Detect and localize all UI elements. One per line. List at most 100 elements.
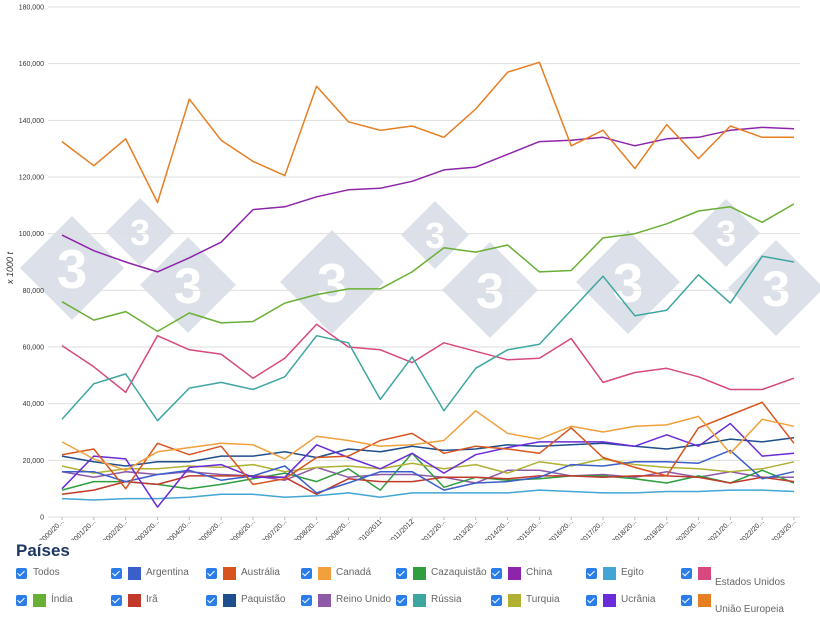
- legend-item[interactable]: Austrália: [206, 567, 280, 583]
- svg-text:3: 3: [762, 260, 790, 317]
- x-tick-label: 2000/20...: [38, 518, 65, 540]
- legend-label: Rússia: [431, 594, 462, 605]
- legend-checkbox[interactable]: [16, 595, 27, 606]
- legend-checkbox[interactable]: [396, 568, 407, 579]
- line-chart: 333 333 333 0 20,000 40,000 60,000 80,000 100,0…: [5, 5, 820, 540]
- legend-swatch: [128, 594, 141, 607]
- legend-checkbox[interactable]: [586, 595, 597, 606]
- legend-checkbox[interactable]: [681, 595, 692, 606]
- legend-item[interactable]: Índia: [16, 594, 73, 610]
- legend-checkbox[interactable]: [111, 568, 122, 579]
- x-tick-label: 2001/20...: [70, 518, 97, 540]
- gridlines: [48, 6, 800, 518]
- legend-swatch: [603, 567, 616, 580]
- x-axis-ticks: 2000/20... 2001/20... 2002/20... 2003/20...…: [38, 517, 797, 540]
- legend-checkbox[interactable]: [301, 595, 312, 606]
- series-line: [61, 422, 795, 508]
- svg-text:3: 3: [174, 257, 202, 314]
- legend-swatch: [698, 567, 711, 580]
- series-lines: [61, 61, 795, 508]
- legend-label: Canadá: [336, 567, 372, 578]
- watermark-logo: 3: [280, 230, 384, 334]
- legend-item[interactable]: Turquia: [491, 594, 560, 610]
- legend-checkbox[interactable]: [491, 595, 502, 606]
- series-line: [61, 410, 795, 472]
- legend-swatch: [508, 594, 521, 607]
- y-tick-label: 20,000: [23, 458, 45, 465]
- legend-title: Países: [16, 541, 70, 560]
- series-line: [61, 203, 795, 333]
- x-tick-label: 2005/20...: [198, 518, 225, 540]
- legend-swatch: [33, 594, 46, 607]
- legend-checkbox[interactable]: [206, 568, 217, 579]
- legend-checkbox[interactable]: [681, 568, 692, 579]
- legend-checkbox[interactable]: [301, 568, 312, 579]
- svg-text:3: 3: [130, 213, 150, 253]
- x-tick-label: 2008/20...: [293, 518, 320, 540]
- svg-text:3: 3: [57, 239, 87, 300]
- y-axis-ticks: 0 20,000 40,000 60,000 80,000 100,000 120,000 1…: [19, 5, 44, 522]
- legend-checkbox[interactable]: [396, 595, 407, 606]
- series-line: [61, 489, 795, 501]
- legend-item[interactable]: Irã: [111, 594, 158, 610]
- legend-item[interactable]: China: [491, 567, 552, 583]
- legend-label: Todos: [33, 567, 60, 578]
- legend-label: Estados Unidos: [715, 577, 786, 588]
- x-tick-label: 2018/20...: [611, 518, 638, 540]
- legend-swatch: [698, 594, 711, 607]
- watermark-logo: 3: [576, 230, 680, 334]
- legend-item[interactable]: União Europeia: [681, 594, 784, 615]
- y-tick-label: 160,000: [19, 61, 44, 68]
- legend-checkbox[interactable]: [111, 595, 122, 606]
- series-line: [61, 452, 795, 491]
- y-tick-label: 0: [40, 515, 44, 522]
- watermark-logos: 333 333 333: [20, 198, 820, 338]
- legend-item[interactable]: Argentina: [111, 567, 189, 583]
- y-tick-label: 140,000: [19, 118, 44, 125]
- x-tick-label: 2002/20...: [102, 518, 129, 540]
- series-line: [62, 449, 795, 494]
- legend-label: União Europeia: [715, 604, 784, 615]
- legend-swatch: [128, 567, 141, 580]
- legend-checkbox[interactable]: [586, 568, 597, 579]
- series-line: [61, 323, 795, 394]
- legend-item[interactable]: Paquistão: [206, 594, 285, 610]
- legend-label: Argentina: [146, 567, 189, 578]
- legend-item[interactable]: Reino Unido: [301, 594, 391, 610]
- x-tick-label: 2011/2012: [388, 518, 416, 540]
- y-axis-label: x 1000 t: [5, 251, 15, 285]
- series-line: [61, 255, 795, 422]
- series-line: [61, 61, 794, 204]
- legend-label: Turquia: [526, 594, 560, 605]
- x-tick-label: 2010/2011: [356, 518, 384, 540]
- legend-item[interactable]: Cazaquistão: [396, 567, 487, 583]
- x-tick-label: 2020/20...: [675, 518, 702, 540]
- legend-label: Egito: [621, 567, 644, 578]
- legend-checkbox[interactable]: [206, 595, 217, 606]
- legend-item[interactable]: Egito: [586, 567, 644, 583]
- legend-item[interactable]: Rússia: [396, 594, 462, 610]
- watermark-logo: 3: [401, 201, 469, 269]
- legend-label: Austrália: [241, 567, 280, 578]
- x-tick-label: 2023/20...: [770, 518, 797, 540]
- y-tick-label: 100,000: [19, 231, 44, 238]
- y-tick-label: 40,000: [23, 401, 45, 408]
- legend-item[interactable]: Estados Unidos: [681, 567, 785, 588]
- legend-label: China: [526, 567, 553, 578]
- legend-checkbox[interactable]: [16, 568, 27, 579]
- legend-item[interactable]: Ucrânia: [586, 594, 655, 610]
- watermark-logo: 3: [106, 198, 174, 266]
- legend-item[interactable]: Canadá: [301, 567, 371, 583]
- x-tick-label: 2019/20...: [643, 518, 670, 540]
- legend-swatch: [223, 594, 236, 607]
- legend-swatch: [508, 567, 521, 580]
- legend-swatch: [413, 567, 426, 580]
- y-tick-label: 120,000: [19, 175, 44, 182]
- legend-checkbox[interactable]: [491, 568, 502, 579]
- series-line: [61, 126, 795, 273]
- watermark-logo: 3: [20, 216, 124, 320]
- x-tick-label: 2015/20...: [516, 518, 543, 540]
- legend-label: Reino Unido: [336, 594, 392, 605]
- legend-item[interactable]: Todos: [16, 567, 60, 583]
- x-tick-label: 2021/20...: [707, 518, 734, 540]
